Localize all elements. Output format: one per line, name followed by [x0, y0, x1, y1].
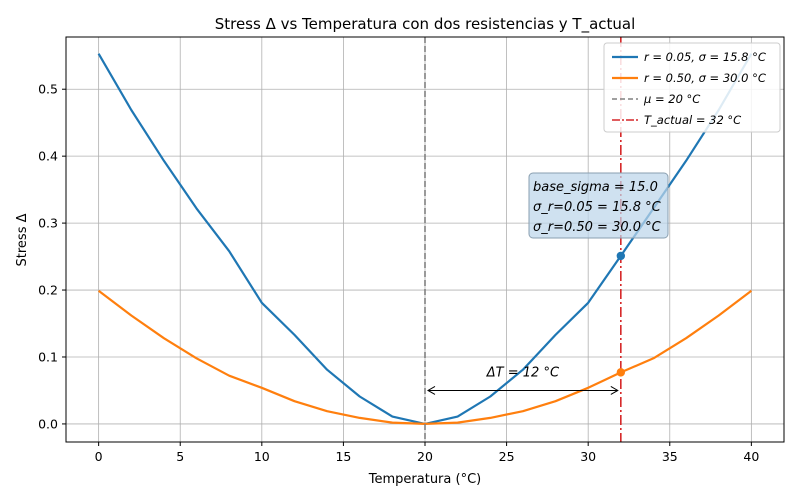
x-tick-label: 30 [580, 449, 596, 464]
x-tick-label: 10 [254, 449, 270, 464]
x-tick-label: 35 [662, 449, 678, 464]
legend-label-2: μ = 20 °C [643, 92, 700, 106]
y-tick-label: 0.5 [38, 82, 58, 97]
y-tick-label: 0.2 [38, 283, 58, 298]
delta-arrow-head-right [610, 386, 619, 395]
y-tick-label: 0.0 [38, 416, 58, 431]
x-tick-label: 0 [95, 449, 103, 464]
x-axis-label: Temperatura (°C) [368, 472, 481, 487]
y-tick-label: 0.4 [38, 149, 58, 164]
y-tick-label: 0.3 [38, 216, 58, 231]
info-box [528, 172, 669, 239]
plot-area: ΔT = 12 °C base_sigma = 15.0 σ_r=0.05 = 15… [38, 36, 785, 464]
legend-label-1: r = 0.50, σ = 30.0 °C [644, 71, 766, 85]
info-line-1: σ_r=0.05 = 15.8 °C [533, 200, 662, 215]
marker-1 [616, 368, 626, 377]
legend-box [603, 42, 781, 133]
info-line-0: base_sigma = 15.0 [533, 180, 658, 195]
delta-t-label: ΔT = 12 °C [486, 365, 560, 380]
info-line-2: σ_r=0.50 = 30.0 °C [533, 220, 662, 235]
y-tick-label: 0.1 [38, 349, 58, 364]
legend-label-0: r = 0.05, σ = 15.8 °C [644, 50, 766, 64]
marker-0 [616, 251, 626, 261]
x-tick-label: 15 [335, 449, 351, 464]
x-tick-label: 25 [499, 449, 515, 464]
legend-label-3: T_actual = 32 °C [644, 113, 741, 127]
x-tick-label: 40 [743, 449, 759, 464]
delta-arrow-head-left [426, 386, 436, 395]
x-tick-label: 5 [176, 449, 184, 464]
series-line-1 [97, 289, 753, 425]
y-axis-label: Stress Δ [15, 213, 30, 266]
x-tick-label: 20 [417, 449, 433, 464]
chart-title: Stress Δ vs Temperatura con dos resisten… [215, 15, 636, 34]
